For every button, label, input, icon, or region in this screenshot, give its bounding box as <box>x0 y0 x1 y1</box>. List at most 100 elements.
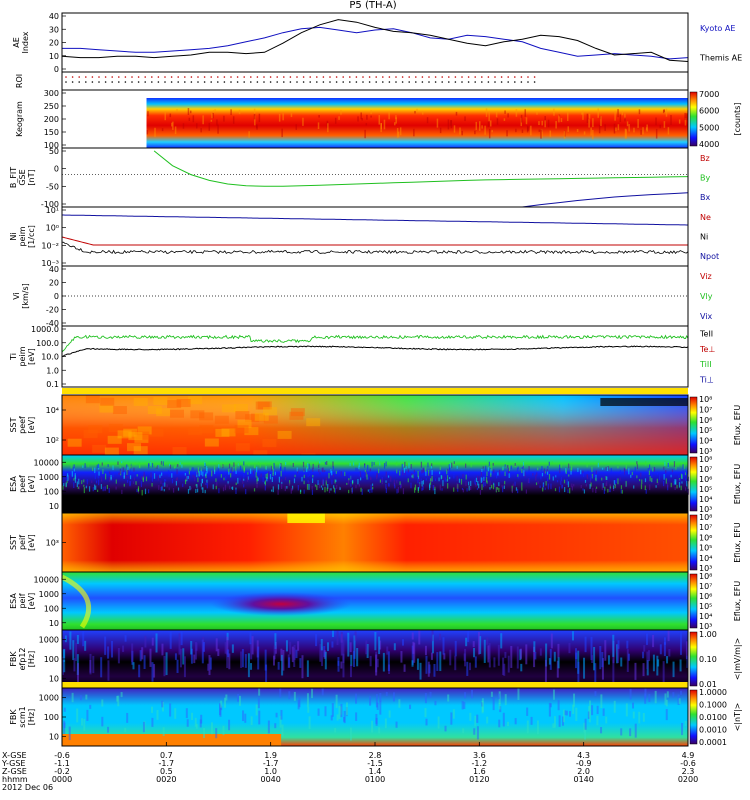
roi-dot <box>533 76 536 78</box>
fbk-e-band <box>572 631 575 641</box>
esa-e-noise <box>184 473 186 476</box>
keogram-texture <box>553 108 555 114</box>
esa-e-noise <box>104 473 107 480</box>
fbk-b-band <box>613 700 616 713</box>
esa-e-noise <box>653 466 656 472</box>
esa-e-noise <box>385 483 387 489</box>
esa-e-noise <box>73 468 75 472</box>
esa-e-noise <box>126 464 128 468</box>
fbk-e-band <box>520 663 523 672</box>
esa-e-noise <box>483 476 485 481</box>
fbk-e-band <box>208 655 211 676</box>
roi-dot <box>329 76 331 78</box>
esa-e-noise <box>214 469 216 475</box>
esa-e-noise <box>631 471 633 476</box>
esa-e-noise <box>254 464 256 469</box>
roi-dot <box>131 76 133 78</box>
esa-e-noise <box>462 474 464 478</box>
ylabel-word: [Hz] <box>27 651 36 667</box>
fbk-b-band <box>120 692 123 698</box>
esa-e-noise <box>188 471 190 475</box>
roi-dot <box>441 76 444 78</box>
esa-e-noise <box>239 465 242 470</box>
ytick-label: 100 <box>44 487 59 496</box>
fbk-e-band <box>617 644 620 664</box>
keogram-texture <box>481 125 483 129</box>
legend-ne: Ne <box>700 213 711 222</box>
fbk-e-band <box>75 642 78 661</box>
esa-e-noise <box>667 485 669 491</box>
fbk-b-band <box>677 694 680 705</box>
ytick-label: 100 <box>44 604 59 613</box>
roi-dot <box>415 76 417 78</box>
esa-e-noise <box>324 486 326 493</box>
legend-npot: Npot <box>700 252 719 261</box>
esa-e-noise <box>112 465 114 471</box>
keogram-texture <box>665 108 668 117</box>
esa-e-noise <box>278 476 280 483</box>
fbk-b-band <box>238 695 241 706</box>
roi-dot <box>223 81 226 83</box>
fbk-e-band <box>227 649 230 658</box>
fbk-e-band <box>679 630 682 655</box>
fbk-b-band <box>679 690 682 695</box>
fbk-b-band <box>573 693 576 707</box>
esa-e-noise <box>671 469 674 473</box>
roi-dot <box>421 81 424 83</box>
esa-e-noise <box>517 466 519 470</box>
esa-e-noise <box>606 476 608 481</box>
roi-dot <box>296 76 298 78</box>
roi-dot <box>474 76 477 78</box>
xtick-z_gse: 1.4 <box>369 767 382 776</box>
esa-e-noise <box>438 471 441 475</box>
esa-e-noise <box>84 463 86 469</box>
esa-e-noise <box>478 483 480 489</box>
fbk-b-band <box>596 715 599 726</box>
esa-e-noise <box>137 486 140 492</box>
keogram-texture <box>176 109 178 112</box>
esa-e-noise <box>293 478 296 484</box>
fbk-e-band <box>288 657 291 668</box>
esa-e-noise <box>284 476 287 481</box>
ytick-label: 10³ <box>46 539 59 548</box>
colorbar-tick: 6000 <box>699 107 719 116</box>
esa-e-noise <box>410 464 412 469</box>
fbk-b-band <box>450 712 453 725</box>
roi-dot <box>71 76 74 78</box>
esa-e-noise <box>97 476 99 479</box>
fbk-e-band <box>131 643 134 662</box>
fbk-e-band <box>502 657 505 676</box>
esa-e-noise <box>189 485 191 491</box>
esa-e-noise <box>504 471 506 477</box>
esa-e-noise <box>326 487 328 492</box>
esa-e-noise <box>456 465 458 469</box>
roi-dot <box>230 81 232 83</box>
esa-e-noise <box>376 475 378 480</box>
esa-e-noise <box>465 463 467 468</box>
esa-e-noise <box>318 469 320 473</box>
sst-e-cell <box>290 408 305 417</box>
fbk-e-band <box>72 640 75 661</box>
esa-e-noise <box>647 468 649 471</box>
sst-e-cell <box>188 426 203 435</box>
esa-e-noise <box>492 484 495 490</box>
fbk-b-band <box>379 700 382 715</box>
keogram-texture <box>592 129 594 140</box>
fbk-b-band <box>219 703 222 716</box>
esa-e-noise <box>462 488 464 493</box>
xtick-z_gse: 1.0 <box>264 767 277 776</box>
fbk-b-band <box>379 692 382 702</box>
esa-e-noise <box>372 486 374 490</box>
esa-e-noise <box>680 473 683 479</box>
esa-e-noise <box>460 478 463 485</box>
esa-e-noise <box>98 471 100 476</box>
xtick-z_gse: 2.3 <box>682 767 695 776</box>
fbk-e-band <box>285 640 288 652</box>
fbk-e-band <box>366 644 369 659</box>
fbk-b-band <box>343 717 346 722</box>
esa-e-noise <box>493 469 495 474</box>
colorbar-label-keogram: [counts] <box>733 103 742 136</box>
esa-e-noise <box>371 483 374 486</box>
fbk-b-band <box>156 710 159 720</box>
ytick-label: -100 <box>41 200 59 209</box>
